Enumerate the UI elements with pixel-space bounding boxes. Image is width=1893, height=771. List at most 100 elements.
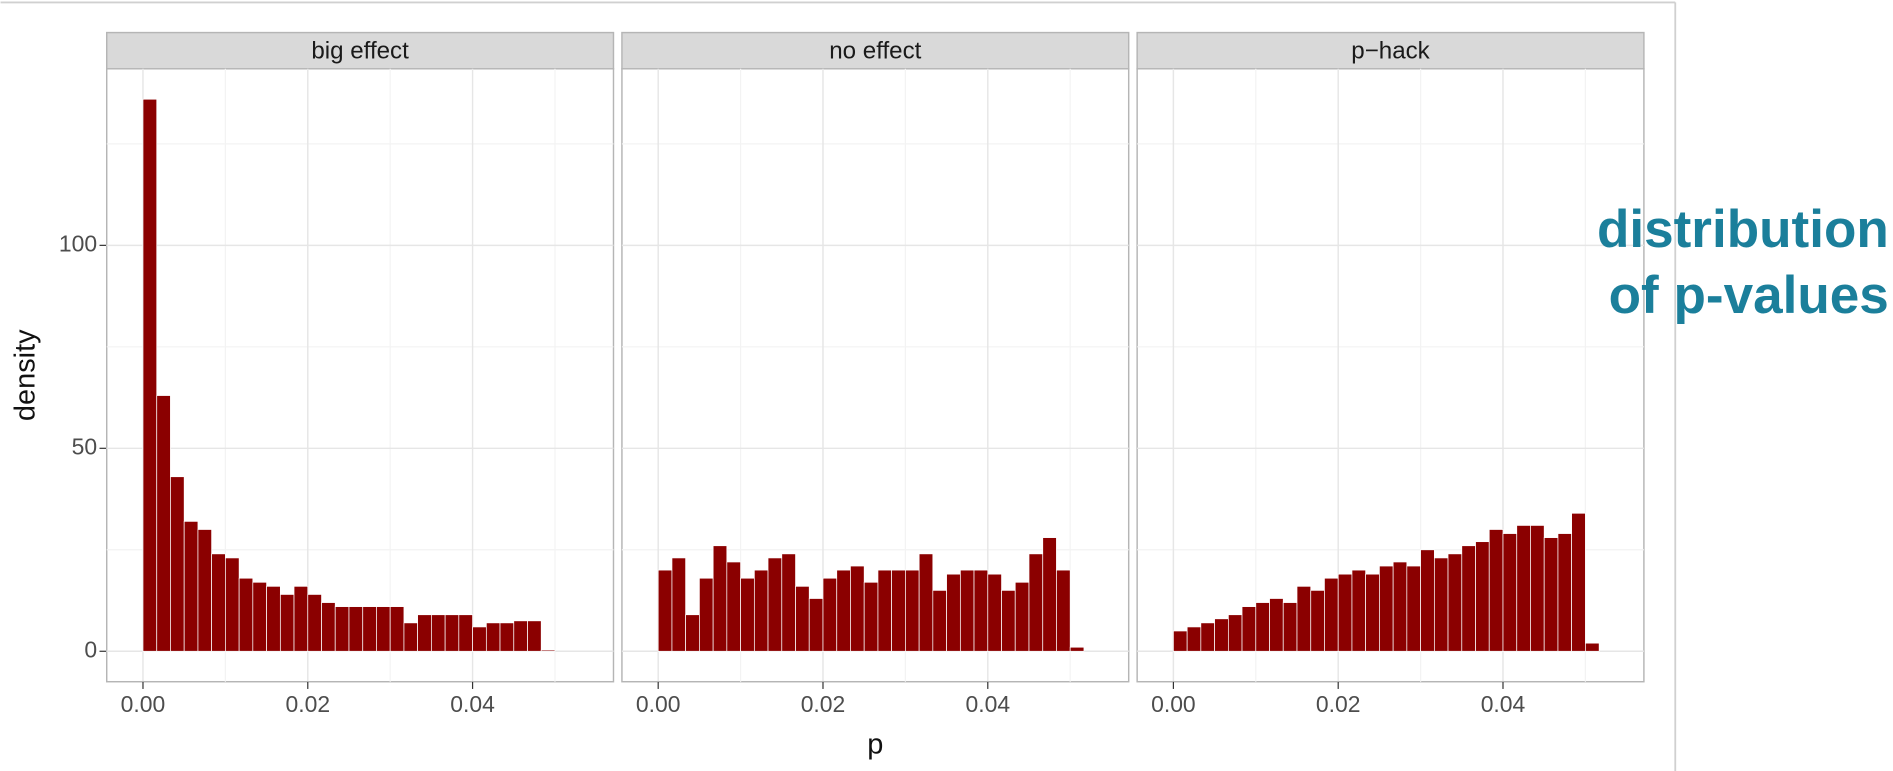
strip [1136,31,1645,70]
bar [472,626,487,652]
bar [1241,606,1257,652]
x-tick-label: 0.02 [1316,691,1361,717]
bar [822,577,838,652]
bar [431,614,446,652]
bar [389,606,405,652]
x-tick-label: 0.02 [285,691,330,717]
bar [657,569,673,652]
bar [376,606,391,652]
bar [1557,533,1572,652]
bar [1324,577,1339,652]
bar [279,594,295,652]
strip-label: no effect [829,37,921,64]
bar [485,622,501,652]
bar [1056,569,1071,652]
strip [106,31,615,70]
bar [987,573,1002,652]
bar [767,557,783,652]
bar [403,622,418,652]
bar [1433,557,1449,652]
bar [740,577,755,652]
strip-label: p−hack [1351,37,1430,64]
x-tick-label: 0.00 [121,691,166,717]
bar [266,585,281,652]
bar [1001,590,1016,652]
bar [1543,537,1559,652]
bar [1173,630,1188,652]
bar [540,649,556,652]
bar [1420,549,1435,652]
bar [362,606,377,652]
y-tick-label: 50 [72,433,97,459]
annotation: of p-values [1609,266,1889,325]
bar [1516,525,1531,652]
x-tick-label: 0.04 [1481,691,1526,717]
bar [1269,598,1284,652]
bar [959,569,975,652]
bar [1227,614,1243,652]
bar [1255,602,1270,652]
bar [1461,545,1476,652]
bar [499,622,515,652]
bar [1392,561,1408,652]
bar [1475,541,1490,652]
bar [527,620,542,652]
x-tick-label: 0.02 [801,691,846,717]
bar [1310,590,1325,652]
y-axis-title: density [10,329,42,421]
bar [932,590,947,652]
bar [795,585,810,652]
bar [1069,646,1085,652]
bar [850,565,865,652]
bar [1447,553,1463,652]
bar [1042,537,1057,652]
bar [458,614,473,652]
bar [699,577,714,652]
bar [170,476,185,652]
bar [1351,569,1366,652]
bar [1296,585,1312,652]
bar [726,561,741,652]
bar [1014,581,1030,652]
bar [293,585,309,652]
bar [891,569,906,652]
bar [1488,529,1504,652]
x-tick-label: 0.00 [1151,691,1196,717]
bar [444,614,460,652]
bar [1502,533,1518,652]
strip-label: big effect [311,37,409,64]
bar [238,577,254,652]
bar [712,545,728,652]
bar [836,569,851,652]
bar [1186,626,1202,652]
bar [685,614,700,652]
bar [1585,642,1600,652]
bar [197,529,212,652]
bar [1282,602,1298,652]
x-tick-label: 0.04 [450,691,495,717]
bar [1571,512,1586,652]
bar [671,557,686,652]
bar [334,606,350,652]
bar [877,569,892,652]
bar [753,569,769,652]
bar [156,395,171,652]
bar [225,557,240,652]
bar [1337,573,1353,652]
bar [183,521,199,652]
y-tick-label: 100 [59,230,97,256]
bar [513,620,528,652]
bar [905,569,920,652]
bar [918,553,934,652]
annotation: distribution [1597,200,1889,259]
bar [1214,618,1229,652]
bar [973,569,989,652]
bar [211,553,226,652]
bar [1406,565,1421,652]
bar [417,614,432,652]
bar [1200,622,1215,652]
bar [1530,525,1545,652]
bar [863,581,879,652]
